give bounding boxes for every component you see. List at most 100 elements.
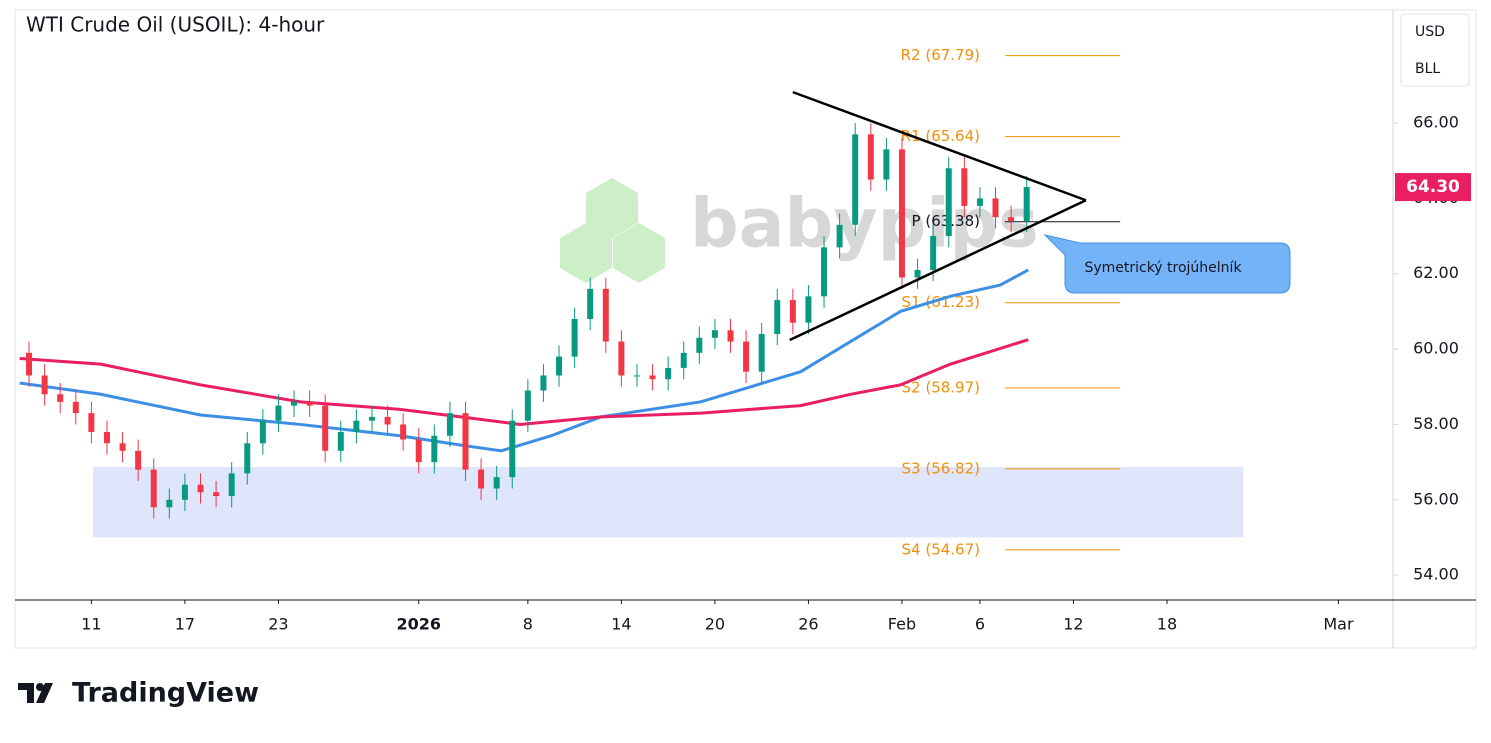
candle-body — [493, 477, 500, 489]
candle-body — [743, 341, 750, 372]
candle-body — [711, 330, 718, 338]
unit-button[interactable]: BLL — [1415, 61, 1440, 77]
chart-title: WTI Crude Oil (USOIL): 4-hour — [26, 13, 325, 37]
candle-body — [976, 198, 983, 206]
candle-body — [41, 375, 48, 395]
brand-icon — [36, 683, 44, 691]
candle-body — [119, 443, 126, 451]
pivot-label: S3 (56.82) — [902, 459, 980, 477]
candle-body — [415, 439, 422, 463]
candle-body — [587, 288, 594, 319]
candle-body — [322, 405, 329, 451]
support-zone — [92, 467, 1244, 538]
trendline — [789, 199, 1087, 342]
x-tick-label: 11 — [81, 615, 101, 634]
y-tick-label: 60.00 — [1413, 339, 1459, 358]
candle-body — [509, 420, 516, 478]
candle-body — [930, 236, 937, 270]
candle-body — [353, 420, 360, 432]
candle-body — [166, 499, 173, 508]
x-tick-label: Mar — [1323, 615, 1354, 634]
candle-body — [571, 318, 578, 357]
candle-body — [789, 300, 796, 323]
candle-body — [291, 401, 298, 406]
candle-body — [556, 356, 563, 376]
candle-body — [665, 367, 672, 380]
candle-body — [181, 484, 188, 500]
pivot-label: S1 (61.23) — [902, 293, 980, 311]
pivot-label: S2 (58.97) — [902, 378, 980, 396]
candle-body — [400, 424, 407, 440]
pivot-label: S4 (54.67) — [902, 540, 980, 558]
candle-body — [914, 269, 921, 278]
candle-body — [446, 413, 453, 436]
brand-icon — [18, 683, 53, 703]
candle-body — [524, 390, 531, 421]
watermark-cube — [613, 223, 665, 283]
candle-body — [103, 431, 110, 444]
x-tick-label: 20 — [705, 615, 725, 634]
moving-average — [19, 268, 1029, 453]
brand-logo: TradingView — [18, 678, 259, 709]
x-tick-label: 18 — [1157, 615, 1177, 634]
candle-body — [462, 413, 469, 470]
x-tick-label: 12 — [1063, 615, 1083, 634]
candle-body — [649, 375, 656, 380]
x-tick-label: 2026 — [396, 615, 441, 634]
candle-body — [88, 413, 95, 432]
y-tick-label: 56.00 — [1413, 489, 1459, 508]
watermark-cube — [586, 178, 638, 238]
candle-body — [259, 420, 266, 444]
candle-body — [774, 300, 781, 335]
candle-body — [696, 337, 703, 353]
candle-body — [150, 469, 157, 508]
candle-body — [821, 247, 828, 297]
candle-body — [618, 341, 625, 376]
candle-body — [228, 473, 235, 497]
y-tick-label: 62.00 — [1413, 263, 1459, 282]
candle-body — [852, 134, 859, 225]
x-tick-label: Feb — [888, 615, 916, 634]
candle-body — [57, 394, 64, 402]
candle-body — [867, 134, 874, 180]
candle-body — [431, 435, 438, 463]
pivot-label: R1 (65.64) — [901, 127, 980, 145]
callout-text: Symetrický trojúhelník — [1084, 260, 1242, 276]
candle-body — [898, 149, 905, 278]
candle-body — [836, 224, 843, 248]
watermark-text: babypips — [690, 185, 1039, 264]
candle-body — [26, 352, 33, 376]
candle-body — [1008, 217, 1015, 221]
candle-body — [540, 375, 547, 391]
last-price-label: 64.30 — [1406, 177, 1460, 197]
candle-body — [727, 330, 734, 342]
candle-body — [197, 484, 204, 493]
candle-body — [680, 352, 687, 368]
candle-body — [1023, 187, 1030, 221]
y-tick-label: 66.00 — [1413, 113, 1459, 132]
trendline — [792, 90, 1087, 202]
x-tick-label: 6 — [975, 615, 985, 634]
candle-body — [805, 296, 812, 323]
currency-button[interactable]: USD — [1415, 24, 1445, 40]
x-tick-label: 8 — [523, 615, 533, 634]
pivot-label: R2 (67.79) — [901, 46, 980, 64]
currency-box — [1400, 13, 1470, 87]
candle-body — [758, 334, 765, 372]
candle-body — [945, 168, 952, 237]
candle-body — [602, 288, 609, 342]
candle-body — [213, 492, 220, 497]
candle-body — [337, 431, 344, 451]
candle-body — [275, 405, 282, 421]
candle-body — [368, 416, 375, 421]
plot-area — [92, 467, 1244, 538]
last-price-tag — [1395, 173, 1471, 202]
candle-body — [244, 443, 251, 474]
callout-box — [1043, 234, 1291, 294]
candle-body — [961, 168, 968, 206]
candle-body — [633, 375, 640, 377]
candle-body — [478, 469, 485, 489]
candle-body — [992, 198, 999, 218]
